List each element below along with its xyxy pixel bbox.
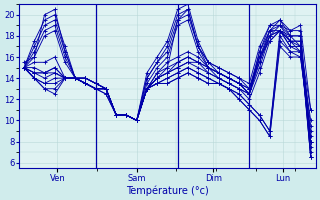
X-axis label: Température (°c): Température (°c)	[126, 185, 209, 196]
